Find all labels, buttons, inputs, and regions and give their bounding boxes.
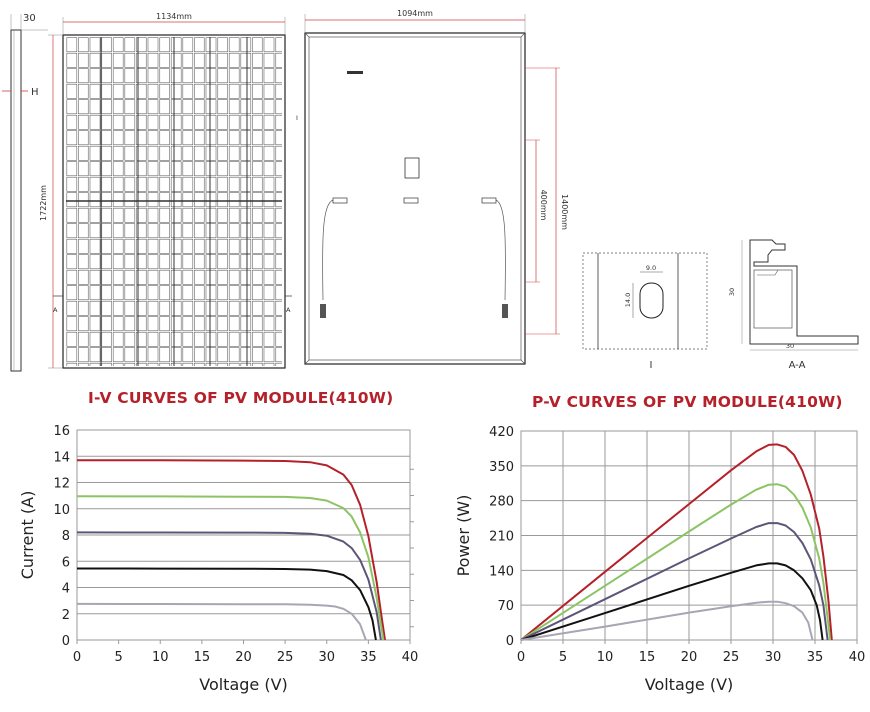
series-line-4 xyxy=(520,562,824,641)
y-tick-label: 420 xyxy=(489,425,514,440)
detail-I: 9.0 14.0 I xyxy=(582,252,708,371)
section-marker-left: A xyxy=(53,306,58,314)
front-height-label: 1722mm xyxy=(39,185,48,221)
y-tick-label: 70 xyxy=(497,599,514,614)
x-tick-label: 30 xyxy=(318,650,335,665)
series-line-5 xyxy=(520,600,814,641)
x-tick-label: 0 xyxy=(73,650,81,665)
y-axis-label: Current (A) xyxy=(18,491,37,580)
x-tick-label: 15 xyxy=(194,650,211,665)
x-tick-label: 35 xyxy=(360,650,377,665)
x-tick-label: 10 xyxy=(152,650,169,665)
y-axis-label: Power (W) xyxy=(454,495,473,577)
series-line-2 xyxy=(76,495,385,641)
y-tick-label: 10 xyxy=(53,503,70,518)
detail-I-height: 14.0 xyxy=(624,293,632,307)
back-marker: I xyxy=(296,114,298,122)
y-tick-label: 210 xyxy=(489,530,514,545)
series-line-1 xyxy=(76,459,386,641)
x-tick-label: 20 xyxy=(235,650,252,665)
side-view: 30 H xyxy=(2,13,48,372)
x-tick-label: 20 xyxy=(681,650,698,665)
series-line-3 xyxy=(76,531,382,641)
y-tick-label: 12 xyxy=(53,477,70,492)
detail-I-label: I xyxy=(650,360,653,371)
x-axis-label: Voltage (V) xyxy=(199,675,288,694)
x-axis-label: Voltage (V) xyxy=(645,675,734,694)
x-tick-label: 30 xyxy=(765,650,782,665)
x-tick-label: 25 xyxy=(277,650,294,665)
mount-spacing-label: 1400mm xyxy=(560,194,569,230)
y-tick-label: 8 xyxy=(62,529,70,544)
x-tick-label: 5 xyxy=(559,650,567,665)
inner-spacing-label: 400mm xyxy=(539,190,548,221)
y-tick-label: 2 xyxy=(62,608,70,623)
detail-AA-label: A-A xyxy=(789,360,806,371)
y-tick-label: 280 xyxy=(489,495,514,510)
series-line-2 xyxy=(520,483,832,641)
detail-I-width: 9.0 xyxy=(646,264,656,272)
y-tick-label: 350 xyxy=(489,460,514,475)
x-tick-label: 40 xyxy=(402,650,419,665)
pv-chart-title: P-V CURVES OF PV MODULE(410W) xyxy=(532,393,843,411)
y-tick-label: 4 xyxy=(62,582,70,597)
x-tick-label: 10 xyxy=(597,650,614,665)
y-tick-label: 16 xyxy=(53,424,70,439)
module-drawings: 30 H 1134mm 1722mm A A xyxy=(2,9,859,372)
series-line-1 xyxy=(520,443,833,641)
series-line-5 xyxy=(76,602,367,641)
x-tick-label: 40 xyxy=(849,650,866,665)
series-line-4 xyxy=(76,567,377,641)
x-tick-label: 15 xyxy=(639,650,656,665)
front-view: 1134mm 1722mm A A xyxy=(39,12,292,369)
y-tick-label: 6 xyxy=(62,555,70,570)
y-tick-label: 0 xyxy=(506,634,514,649)
y-tick-label: 0 xyxy=(62,634,70,649)
back-view: 1094mm I 1400mm 400mm xyxy=(296,9,569,365)
y-tick-label: 140 xyxy=(489,564,514,579)
side-width-label: 30 xyxy=(23,13,36,24)
x-tick-label: 25 xyxy=(723,650,740,665)
section-marker-right: A xyxy=(286,306,291,314)
back-width-label: 1094mm xyxy=(397,9,433,18)
x-tick-label: 0 xyxy=(517,650,525,665)
side-height-label: H xyxy=(31,87,39,98)
front-width-label: 1134mm xyxy=(156,12,192,21)
detail-AA-width: 30 xyxy=(786,342,794,350)
x-tick-label: 35 xyxy=(807,650,824,665)
iv-chart-title: I-V CURVES OF PV MODULE(410W) xyxy=(88,389,394,407)
series-line-3 xyxy=(520,522,829,641)
detail-A-A: 30 30 A-A xyxy=(728,239,859,371)
y-tick-label: 14 xyxy=(53,450,70,465)
detail-AA-height: 30 xyxy=(728,288,736,296)
x-tick-label: 5 xyxy=(114,650,122,665)
